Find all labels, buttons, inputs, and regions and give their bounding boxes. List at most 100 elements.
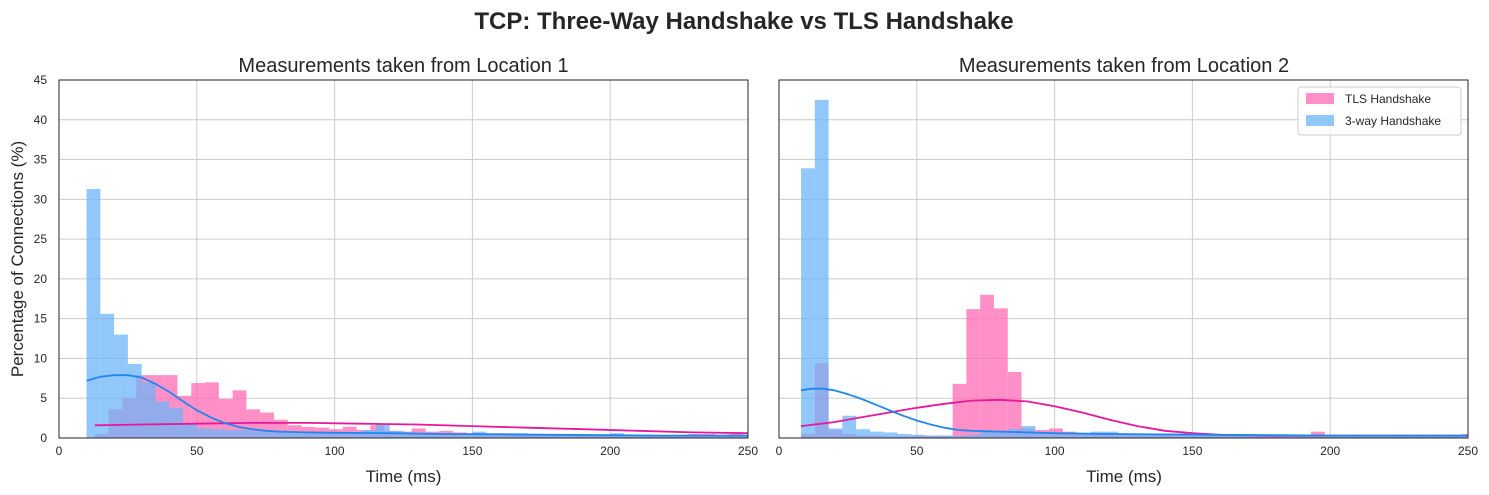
bar-threeway — [141, 382, 156, 438]
bar-threeway — [1379, 435, 1394, 438]
x-tick-label: 250 — [1458, 444, 1478, 458]
bar-threeway — [582, 434, 597, 438]
bar-threeway — [1269, 435, 1284, 438]
bar-threeway — [183, 422, 197, 438]
bar-tls — [966, 309, 981, 438]
legend-label-threeway: 3-way Handshake — [1345, 114, 1441, 128]
x-tick-label: 0 — [776, 444, 783, 458]
bar-threeway — [897, 434, 912, 438]
bar-threeway — [993, 431, 1008, 438]
bar-threeway — [127, 364, 142, 438]
bar-threeway — [1049, 433, 1063, 438]
legend: TLS Handshake 3-way Handshake — [1297, 86, 1462, 136]
legend-frame — [1297, 86, 1462, 136]
bar-threeway — [1421, 435, 1435, 438]
bar-threeway — [856, 429, 870, 438]
bar-threeway — [486, 433, 500, 438]
kde-lines — [800, 387, 1468, 437]
bar-threeway — [238, 430, 252, 438]
bar-threeway — [114, 334, 128, 438]
legend-swatch-tls — [1306, 93, 1334, 104]
bar-threeway — [196, 428, 211, 438]
bar-threeway — [568, 434, 583, 438]
bar-threeway — [444, 434, 459, 438]
x-tick-label: 50 — [910, 444, 924, 458]
y-axis-label: Percentage of Connections (%) — [8, 141, 27, 377]
y-tick-label: 40 — [34, 113, 48, 127]
bar-tls — [952, 383, 967, 438]
bar-threeway — [966, 434, 981, 438]
bar-threeway — [925, 435, 939, 438]
bar-threeway — [911, 434, 926, 438]
bar-threeway — [637, 434, 652, 438]
panel-location-1: Measurements taken from Location 1 Time … — [34, 55, 759, 486]
x-axis-label: Time (ms) — [1086, 467, 1162, 486]
bar-threeway — [320, 432, 335, 438]
bar-threeway — [1145, 434, 1160, 438]
y-tick-label: 25 — [34, 232, 48, 246]
bar-threeway — [1283, 435, 1298, 438]
bar-threeway — [1062, 434, 1077, 438]
x-tick-label: 100 — [1045, 444, 1065, 458]
bar-threeway — [1324, 435, 1339, 438]
bar-threeway — [1434, 435, 1449, 438]
bar-threeway — [706, 435, 721, 438]
bar-threeway — [938, 435, 953, 438]
panel-location-2: Measurements taken from Location 2 Time … — [776, 55, 1479, 486]
axes-frame — [58, 79, 749, 439]
bar-threeway — [1076, 434, 1091, 438]
x-axis-label: Time (ms) — [366, 467, 442, 486]
bar-threeway — [210, 429, 225, 438]
bar-threeway — [1228, 435, 1243, 438]
bar-threeway — [334, 432, 349, 438]
bar-tls — [1007, 371, 1022, 438]
bar-threeway — [417, 433, 432, 438]
bar-threeway — [555, 434, 569, 438]
y-tick-label: 30 — [34, 192, 48, 206]
bar-threeway — [1186, 434, 1201, 438]
bar-threeway — [1131, 434, 1146, 438]
bar-threeway — [720, 435, 735, 438]
kde-line-tls — [94, 422, 748, 435]
x-tick-label: 200 — [600, 444, 620, 458]
bar-threeway — [1159, 434, 1174, 438]
legend-label-tls: TLS Handshake — [1345, 92, 1431, 106]
bar-threeway — [1200, 434, 1215, 438]
bar-threeway — [1462, 435, 1468, 438]
bar-threeway — [431, 433, 445, 438]
bar-threeway — [1297, 435, 1311, 438]
y-tick-label: 35 — [34, 153, 48, 167]
tick-labels: 0 50 100 150 200 250 0 5 10 15 20 25 30 35 40 45 — [34, 73, 759, 458]
bar-tls — [980, 294, 994, 438]
bar-threeway — [293, 432, 308, 438]
bar-threeway — [1173, 434, 1187, 438]
panel-title: Measurements taken from Location 1 — [238, 55, 568, 77]
x-tick-label: 250 — [738, 444, 758, 458]
bar-threeway — [224, 430, 239, 438]
bar-threeway — [265, 430, 280, 438]
bar-threeway — [651, 435, 666, 438]
y-tick-label: 20 — [34, 272, 48, 286]
bar-threeway — [1407, 435, 1422, 438]
bar-threeway — [980, 431, 994, 438]
x-tick-label: 150 — [1182, 444, 1202, 458]
bar-threeway — [1214, 434, 1229, 438]
bar-threeway — [679, 435, 693, 438]
bar-threeway — [499, 433, 514, 438]
bar-threeway — [1035, 432, 1050, 438]
bar-threeway — [1352, 435, 1367, 438]
bar-threeway — [362, 430, 376, 438]
kde-line-threeway — [86, 374, 748, 437]
bar-tls — [993, 308, 1008, 438]
tick-labels: 0 50 100 150 200 250 — [776, 444, 1479, 458]
bar-threeway — [1310, 435, 1325, 438]
bar-threeway — [801, 168, 815, 438]
bar-threeway — [1338, 435, 1353, 438]
bar-threeway — [692, 435, 707, 438]
bar-threeway — [307, 432, 321, 438]
bar-threeway — [541, 434, 556, 438]
bar-threeway — [1117, 433, 1132, 438]
bar-threeway — [869, 431, 884, 438]
bar-threeway — [389, 430, 404, 438]
